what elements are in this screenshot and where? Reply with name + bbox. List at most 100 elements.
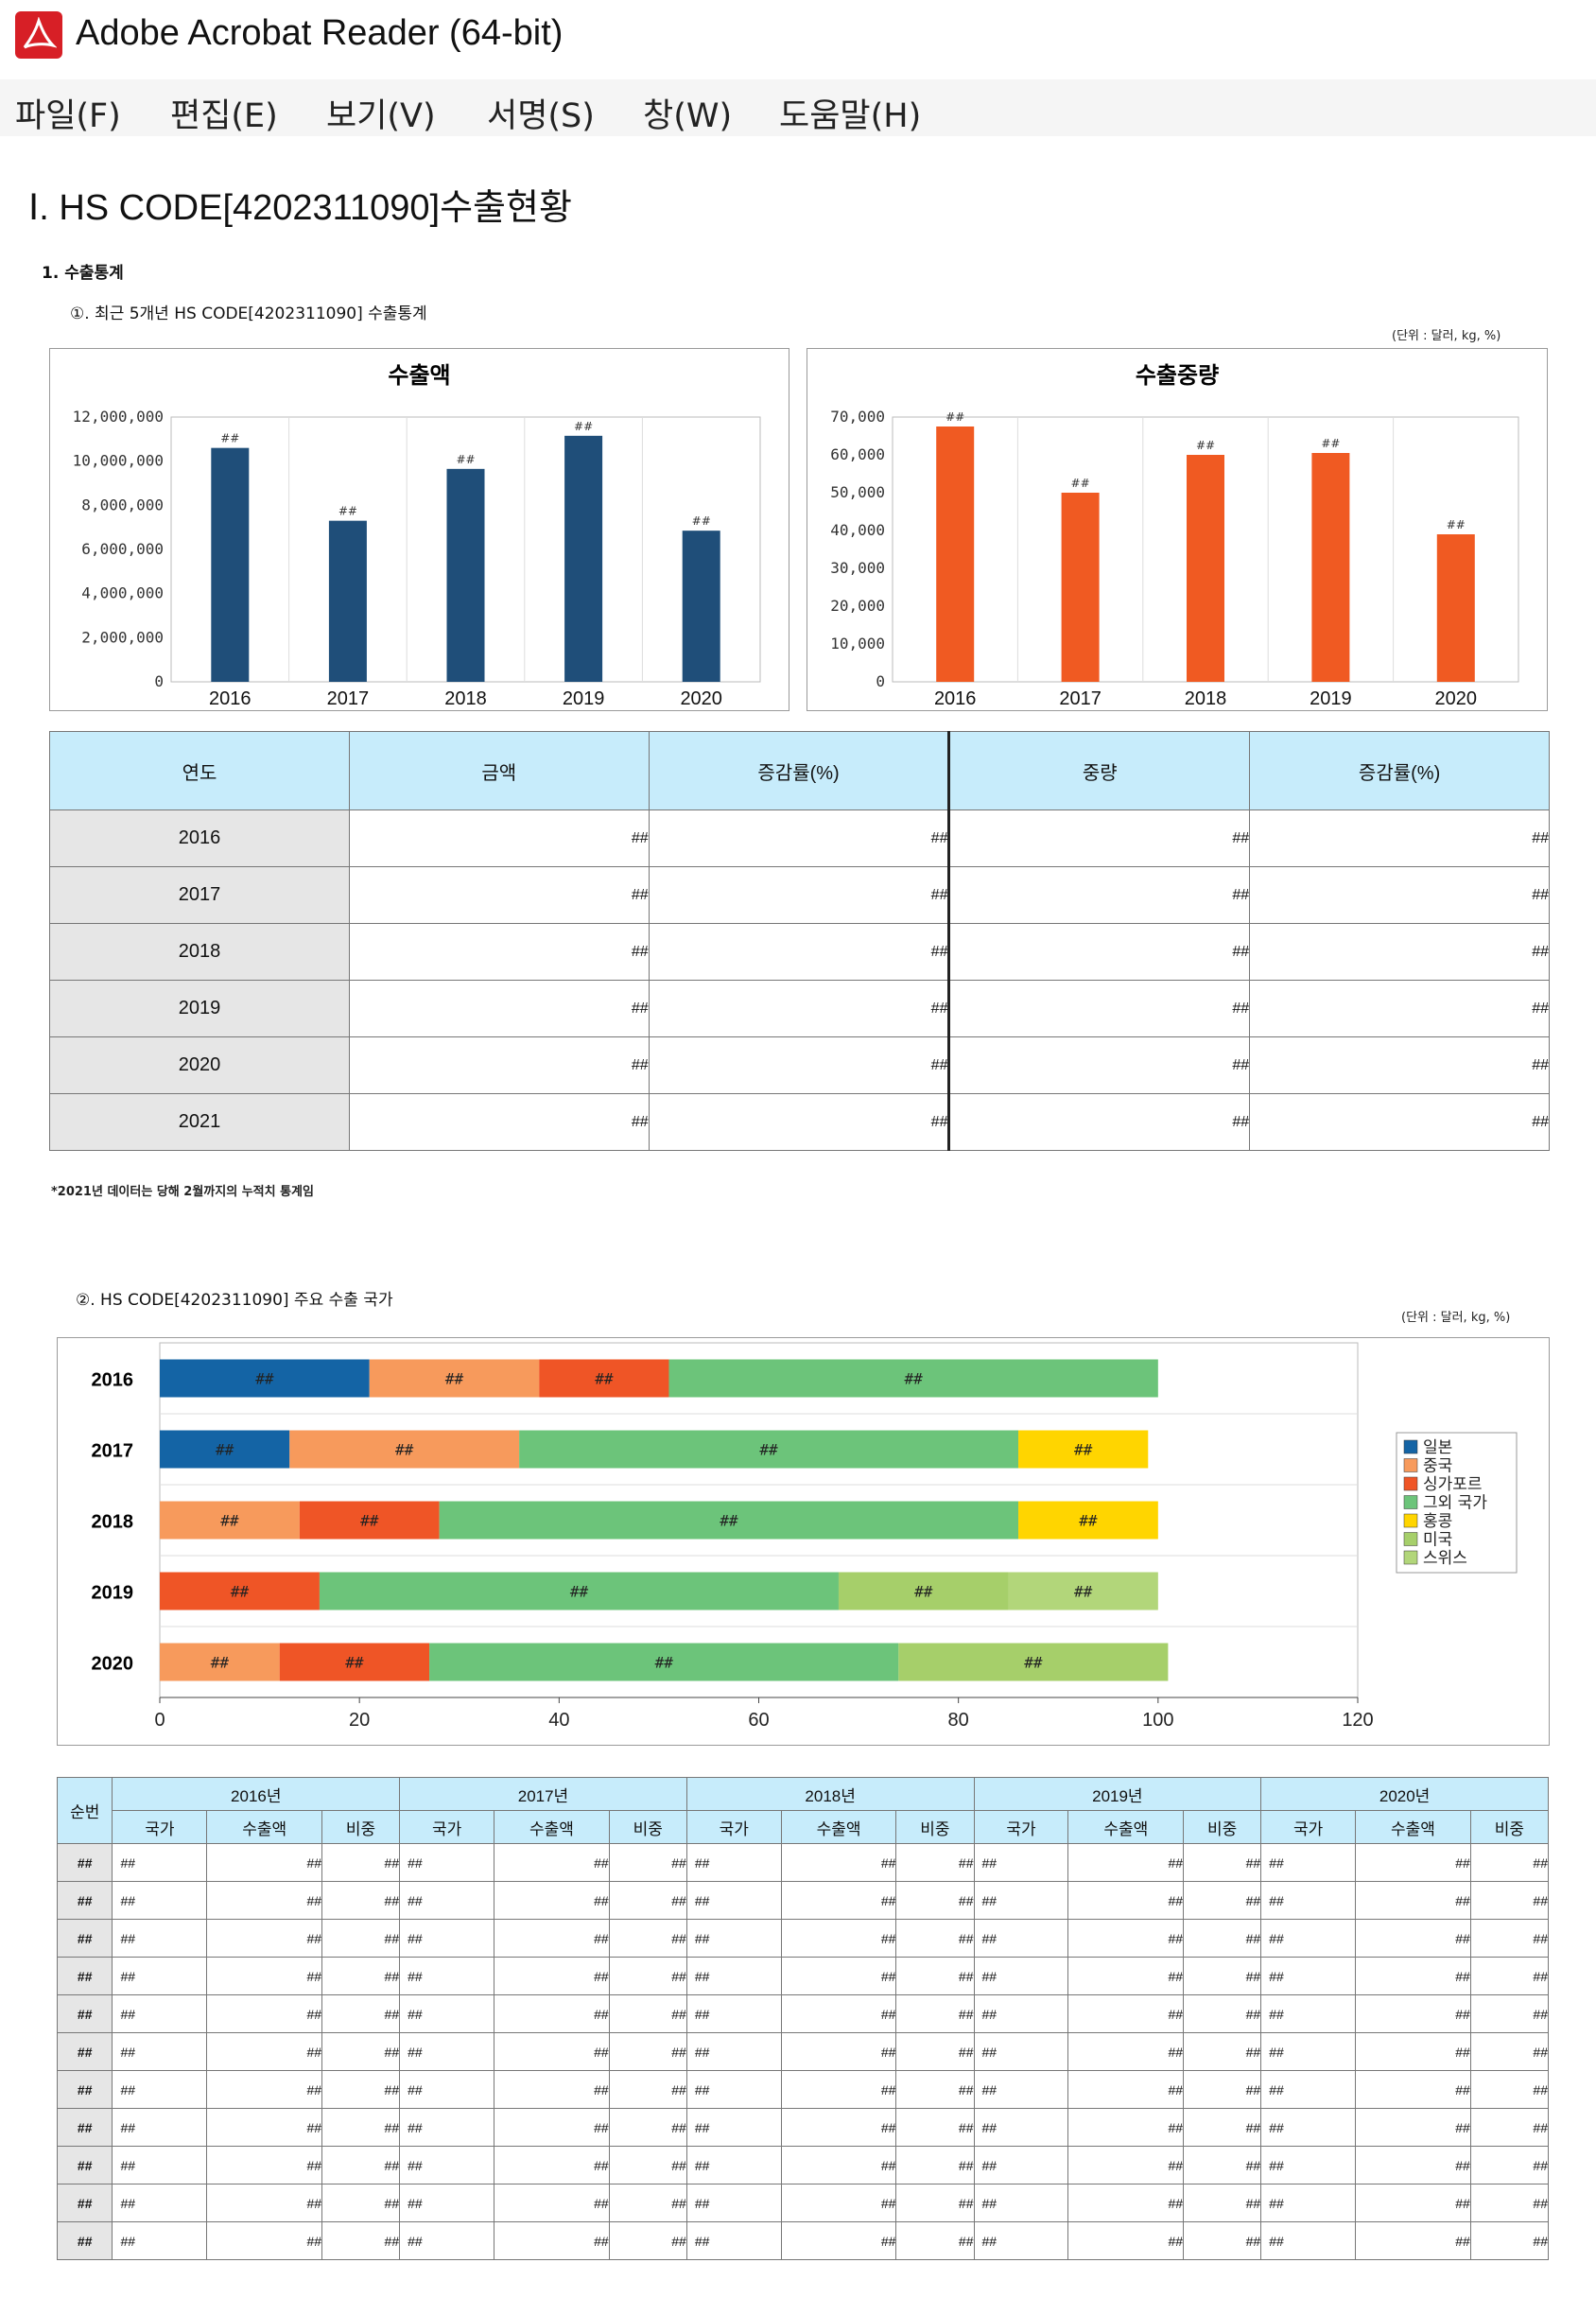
data-cell: ## (780, 2108, 897, 2147)
data-cell: ## (1260, 1994, 1357, 2033)
data-cell: ## (494, 2032, 610, 2071)
bar-2018 (446, 468, 485, 682)
data-cell: ## (1355, 1957, 1471, 1995)
data-cell: ## (1067, 2108, 1185, 2147)
value-cell: ## (648, 1036, 951, 1094)
y-tick-label: 10,000,000 (73, 452, 164, 470)
data-label: ## (570, 1583, 589, 1601)
legend-swatch (1403, 1458, 1418, 1472)
data-cell: ## (399, 1994, 495, 2033)
x-tick-label: 2019 (1310, 688, 1352, 709)
year-header: 2020년 (1260, 1777, 1549, 1811)
data-cell: ## (321, 1919, 401, 1958)
rank-cell: ## (56, 1957, 113, 1995)
col-amount: 금액 (348, 731, 650, 810)
data-cell: ## (321, 2108, 401, 2147)
data-cell: ## (206, 2070, 323, 2109)
table-row: 2019 ## ## ## ## (49, 980, 1550, 1037)
data-cell: ## (608, 1843, 687, 1882)
data-cell: ## (1355, 2221, 1471, 2260)
y-tick-label: 10,000 (830, 635, 885, 653)
bar-segment-2019 (160, 1572, 320, 1610)
data-label: ## (211, 1654, 230, 1672)
sub-header: 비중 (1183, 1810, 1262, 1844)
data-label: ## (1024, 1654, 1043, 1672)
value-cell: ## (1249, 866, 1550, 924)
y-tick-label: 2017 (92, 1441, 134, 1462)
bar-segment-2018 (439, 1501, 1019, 1540)
menu-view[interactable]: 보기(V) (326, 97, 436, 135)
bar-2017 (328, 520, 367, 682)
data-cell: ## (112, 1881, 208, 1920)
data-label: ## (445, 1370, 464, 1388)
value-cell: ## (348, 980, 650, 1037)
data-label: ## (759, 1441, 778, 1459)
data-cell: ## (780, 1994, 897, 2033)
data-cell: ## (1469, 2108, 1550, 2147)
menu-file[interactable]: 파일(F) (15, 97, 121, 135)
bar-2016 (936, 426, 975, 682)
value-cell: ## (1249, 1093, 1550, 1151)
legend-label: 그외 국가 (1423, 1494, 1487, 1513)
value-cell: ## (648, 809, 951, 867)
y-tick-label: 20,000 (830, 597, 885, 615)
rank-cell: ## (56, 2070, 113, 2109)
data-label: ## (1447, 518, 1466, 531)
col-weight-rate: 증감률(%) (1249, 731, 1550, 810)
data-label: ## (574, 420, 593, 433)
x-tick-label: 2017 (1059, 688, 1102, 709)
table-row: ## ## ## ## ## ## ## ## ## ## ## ## ## ## ## ## (56, 2070, 1550, 2109)
rank-cell: ## (56, 1843, 113, 1882)
chart-title: 수출액 (388, 362, 450, 389)
data-label: ## (905, 1370, 924, 1388)
data-cell: ## (1067, 1994, 1185, 2033)
year-cell: 2016 (49, 809, 350, 867)
data-cell: ## (1260, 2032, 1357, 2071)
bar-segment-2020 (898, 1643, 1169, 1681)
data-cell: ## (112, 2032, 208, 2071)
data-cell: ## (1067, 2146, 1185, 2184)
menu-window[interactable]: 창(W) (643, 97, 733, 135)
data-label: ## (345, 1654, 364, 1672)
data-cell: ## (973, 2184, 1069, 2222)
data-cell: ## (1355, 2070, 1471, 2109)
data-cell: ## (608, 2032, 687, 2071)
data-cell: ## (1183, 2032, 1262, 2071)
data-cell: ## (895, 2221, 975, 2260)
legend-label: 미국 (1423, 1531, 1452, 1550)
data-cell: ## (1183, 1843, 1262, 1882)
y-tick-label: 8,000,000 (81, 496, 164, 513)
x-tick-label: 2017 (327, 688, 370, 709)
footnote: *2021년 데이터는 당해 2월까지의 누적치 통계임 (51, 1185, 314, 1199)
value-cell: ## (648, 980, 951, 1037)
data-cell: ## (494, 2070, 610, 2109)
y-tick-label: 6,000,000 (81, 540, 164, 558)
table-row: 2016 ## ## ## ## (49, 809, 1550, 867)
menu-sign[interactable]: 서명(S) (487, 97, 595, 135)
data-cell: ## (608, 2184, 687, 2222)
data-cell: ## (494, 1919, 610, 1958)
country-share-chart-svg: 2016 ## ## ## ## 2017 ## ## ## ## 2018 ## ## ## ## 2019… (92, 1342, 1518, 1731)
data-cell: ## (780, 2070, 897, 2109)
data-cell: ## (973, 2108, 1069, 2147)
table-row: ## ## ## ## ## ## ## ## ## ## ## ## ## ## ## ## (56, 1994, 1550, 2033)
data-cell: ## (1469, 1994, 1550, 2033)
data-label: ## (216, 1441, 234, 1459)
data-label: ## (720, 1512, 738, 1530)
data-label: ## (1321, 437, 1340, 450)
value-cell: ## (348, 866, 650, 924)
annual-stats-table: 연도 금액 증감률(%) 중량 증감률(%) 2016 ## ## ## ## 2017 #… (49, 731, 1550, 1151)
value-cell: ## (1249, 1036, 1550, 1094)
sub-header: 국가 (973, 1810, 1069, 1844)
menu-help[interactable]: 도움말(H) (779, 97, 922, 135)
bar-segment-2019 (319, 1572, 839, 1610)
data-cell: ## (685, 2070, 782, 2109)
data-cell: ## (1469, 2146, 1550, 2184)
data-cell: ## (1355, 2184, 1471, 2222)
sub-header: 비중 (895, 1810, 975, 1844)
data-label: ## (1071, 477, 1090, 490)
rank-cell: ## (56, 2146, 113, 2184)
value-cell: ## (648, 866, 951, 924)
data-cell: ## (112, 1994, 208, 2033)
menu-edit[interactable]: 편집(E) (170, 97, 278, 135)
